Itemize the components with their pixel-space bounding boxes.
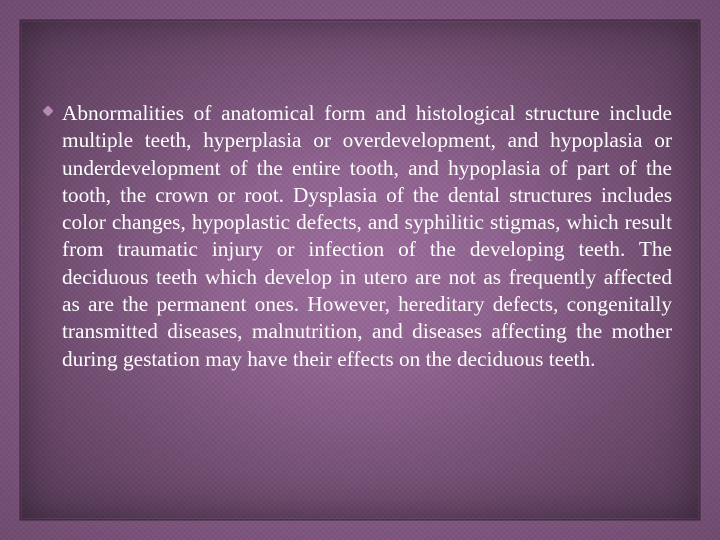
bullet-item: Abnormalities of anatomical form and his… bbox=[62, 100, 672, 373]
body-paragraph: Abnormalities of anatomical form and his… bbox=[62, 100, 672, 373]
slide-content: Abnormalities of anatomical form and his… bbox=[62, 100, 672, 373]
slide-background: Abnormalities of anatomical form and his… bbox=[0, 0, 720, 540]
